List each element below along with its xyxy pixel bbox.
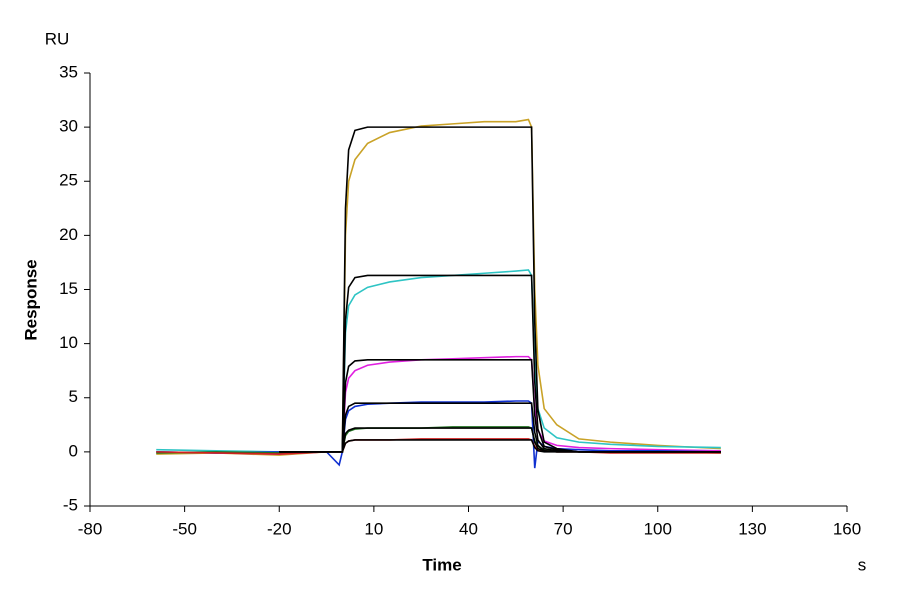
x-axis-label: Time <box>422 555 461 574</box>
x-tick-label: 100 <box>644 519 672 538</box>
series-line <box>156 400 721 469</box>
y-tick-label: 30 <box>59 117 78 136</box>
x-tick-label: -80 <box>78 519 103 538</box>
y-tick-label: 5 <box>69 387 78 406</box>
y-tick-label: -5 <box>63 495 78 514</box>
x-unit: s <box>858 555 867 574</box>
series-line <box>156 118 721 456</box>
x-tick-label: 130 <box>738 519 766 538</box>
x-tick-label: -20 <box>267 519 292 538</box>
series-line <box>279 439 721 453</box>
y-tick-label: 35 <box>59 62 78 81</box>
y-tick-label: 25 <box>59 171 78 190</box>
y-tick-label: 0 <box>69 441 78 460</box>
y-unit: RU <box>45 29 70 48</box>
x-tick-label: 40 <box>459 519 478 538</box>
x-tick-label: 70 <box>554 519 573 538</box>
y-tick-label: 15 <box>59 279 78 298</box>
x-tick-label: 10 <box>364 519 383 538</box>
y-tick-label: 10 <box>59 333 78 352</box>
y-axis-label: Response <box>21 259 40 340</box>
y-tick-label: 20 <box>59 225 78 244</box>
series-line <box>156 269 721 453</box>
x-tick-label: -50 <box>172 519 197 538</box>
x-tick-label: 160 <box>833 519 861 538</box>
